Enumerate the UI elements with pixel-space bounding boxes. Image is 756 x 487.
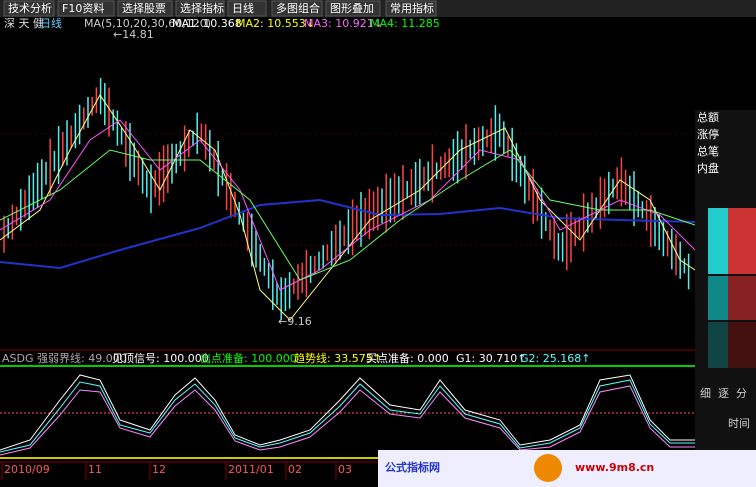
toolbar-label: 图形叠加 bbox=[330, 2, 374, 15]
watermark-site: 公式指标网 bbox=[385, 460, 440, 474]
indicator-label: 买点准备: 0.000 bbox=[366, 351, 449, 365]
indicator-label: 趋势线: 33.575↑ bbox=[294, 351, 382, 365]
period: 日线 bbox=[40, 16, 62, 30]
indicator-label: 见顶信号: 100.000 bbox=[112, 352, 209, 365]
toolbar-buttons: 技术分析 F10资料 选择股票 选择指标 日线 多图组合 图形叠加 常用指标 bbox=[3, 0, 437, 17]
side-fields: 总额涨停总笔内盘细逐分时间 bbox=[697, 110, 750, 430]
toolbar-label: 技术分析 bbox=[8, 1, 52, 15]
ma-line bbox=[0, 119, 696, 291]
indicator-line bbox=[0, 374, 695, 451]
ma4: MA4: 11.285 bbox=[370, 17, 440, 30]
indicator-label: ASDG 强弱界线: 49.000 bbox=[2, 351, 127, 365]
side-field: 涨停 bbox=[697, 127, 719, 141]
watermark-url: www.9m8.cn bbox=[575, 461, 654, 474]
side-tab[interactable]: 分 bbox=[736, 387, 747, 400]
toolbar-button[interactable] bbox=[227, 0, 267, 17]
bar-block bbox=[728, 276, 756, 320]
side-tab[interactable]: 时间 bbox=[728, 417, 750, 430]
toolbar-label: 选择指标 bbox=[180, 1, 224, 15]
indicator-label: G1: 30.710↑ bbox=[456, 352, 526, 365]
indicator-label: G2: 25.168↑ bbox=[520, 352, 590, 365]
ma3: MA3: 10.921↓ bbox=[304, 17, 383, 30]
side-tab[interactable]: 逐 bbox=[718, 387, 729, 400]
x-tick-label: 2010/09 bbox=[4, 463, 50, 476]
x-tick-label: 03 bbox=[338, 463, 352, 476]
bar-block bbox=[708, 322, 728, 368]
ma1: MA1: 10.368 bbox=[172, 17, 242, 30]
indicator-label: 出点准备: 100.000 bbox=[200, 351, 297, 365]
side-field: 总笔 bbox=[697, 144, 719, 158]
toolbar-button[interactable] bbox=[325, 0, 381, 17]
toolbar-label: F10资料 bbox=[62, 1, 104, 15]
toolbar-button[interactable] bbox=[175, 0, 225, 17]
toolbar-button[interactable] bbox=[271, 0, 323, 17]
ma-line bbox=[0, 198, 696, 270]
side-field: 内盘 bbox=[697, 161, 719, 175]
x-axis: 2010/09 11 12 2011/01 02 03 bbox=[1, 462, 352, 480]
high-mark: ←14.81 bbox=[113, 28, 154, 41]
x-tick-label: 12 bbox=[152, 463, 166, 476]
x-tick-label: 02 bbox=[288, 463, 302, 476]
bar-block bbox=[708, 276, 728, 320]
bar-block bbox=[708, 208, 728, 274]
stock-name: 深 天 健 bbox=[4, 17, 44, 30]
toolbar-label: 日线 bbox=[232, 1, 254, 15]
toolbar-button[interactable] bbox=[57, 0, 115, 17]
toolbar-label: 多图组合 bbox=[276, 1, 320, 15]
watermark-logo bbox=[534, 454, 562, 482]
indicator-line bbox=[0, 379, 695, 453]
bar-block bbox=[728, 322, 756, 368]
low-mark: ←9.16 bbox=[278, 315, 312, 328]
ma-line bbox=[0, 149, 696, 281]
toolbar-label: 选择股票 bbox=[122, 1, 166, 15]
toolbar-label: 常用指标 bbox=[390, 1, 434, 15]
side-tab[interactable]: 细 bbox=[700, 387, 711, 400]
x-tick-label: 2011/01 bbox=[228, 463, 274, 476]
x-tick-label: 11 bbox=[88, 463, 102, 476]
indicator-line bbox=[0, 385, 695, 456]
watermark-bg bbox=[378, 450, 756, 487]
side-field: 总额 bbox=[697, 110, 719, 124]
toolbar-button[interactable] bbox=[117, 0, 173, 17]
toolbar-button[interactable] bbox=[385, 0, 437, 17]
ma2: MA2: 10.553↓ bbox=[236, 17, 315, 30]
bar-block bbox=[728, 208, 756, 274]
toolbar-button[interactable] bbox=[3, 0, 55, 17]
ma-params: MA(5,10,20,30,60,120) bbox=[84, 17, 211, 30]
